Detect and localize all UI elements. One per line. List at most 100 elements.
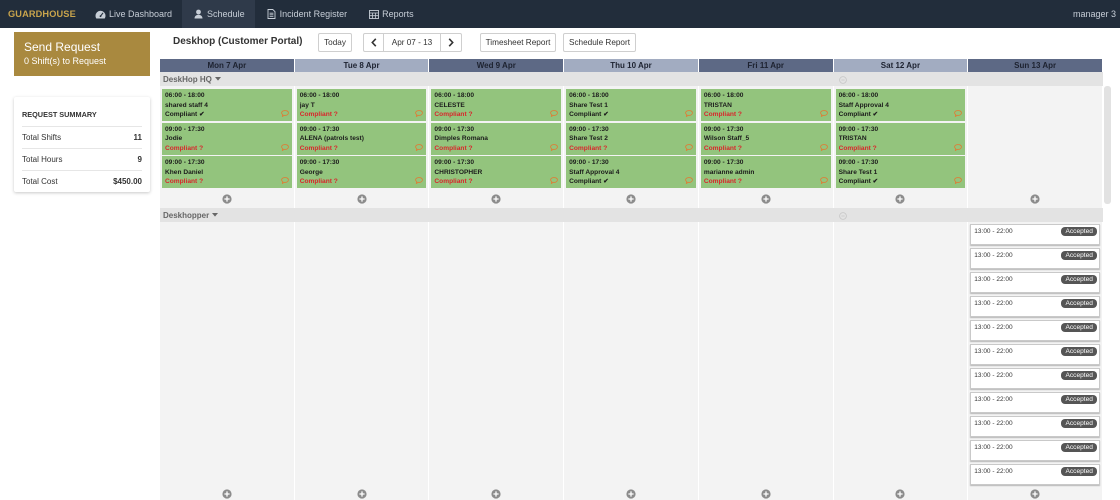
- shift-staff-name: CELESTE: [434, 101, 465, 109]
- request-card[interactable]: 13:00 - 22:00 Accepted: [970, 296, 1100, 317]
- shift-card[interactable]: 06:00 - 18:00 shared staff 4 Compliant ✔: [162, 89, 292, 121]
- accepted-badge: Accepted: [1061, 395, 1097, 404]
- shift-card[interactable]: 06:00 - 18:00 jay T Compliant ?: [296, 89, 427, 121]
- shift-card[interactable]: 09:00 - 17:30 CHRISTOPHER Compliant ?: [431, 156, 562, 188]
- add-shift-button[interactable]: [491, 489, 501, 499]
- summary-value: $450.00: [113, 177, 142, 186]
- comment-icon[interactable]: [819, 110, 828, 117]
- today-button[interactable]: Today: [318, 33, 352, 52]
- request-card[interactable]: 13:00 - 22:00 Accepted: [970, 248, 1100, 269]
- shift-card[interactable]: 09:00 - 17:30 George Compliant ?: [296, 156, 427, 188]
- accepted-badge: Accepted: [1061, 467, 1097, 476]
- send-request-button[interactable]: Send Request 0 Shift(s) to Request: [14, 32, 150, 76]
- add-shift-button[interactable]: [356, 489, 367, 499]
- shift-card[interactable]: 06:00 - 18:00 Share Test 1 Compliant ✔: [566, 89, 696, 121]
- request-card[interactable]: 13:00 - 22:00 Accepted: [970, 224, 1100, 245]
- comment-icon[interactable]: [280, 110, 289, 117]
- group-header[interactable]: Deskhopper: [160, 208, 1103, 222]
- shift-card[interactable]: 06:00 - 18:00 Staff Approval 4 Compliant ✔: [835, 89, 966, 121]
- request-summary-card: REQUEST SUMMARY Total Shifts 11 Total Ho…: [14, 97, 150, 192]
- schedule-report-button[interactable]: Schedule Report: [563, 33, 636, 52]
- day-column: 13:00 - 22:00 Accepted 13:00 - 22:00 Accept…: [968, 222, 1103, 500]
- shift-card[interactable]: 09:00 - 17:30 Staff Approval 4 Compliant ✔: [566, 156, 696, 188]
- shift-card[interactable]: 09:00 - 17:30 Khen Daniel Compliant ?: [162, 156, 292, 188]
- add-shift-button[interactable]: [761, 489, 771, 499]
- shift-card[interactable]: 09:00 - 17:30 Wilson Staff_5 Compliant ?: [700, 122, 831, 155]
- request-card[interactable]: 13:00 - 22:00 Accepted: [970, 440, 1100, 461]
- shift-compliance: Compliant ✔: [569, 111, 609, 118]
- nav-schedule[interactable]: Schedule: [182, 0, 255, 28]
- comment-icon[interactable]: [550, 143, 558, 151]
- accepted-badge: Accepted: [1061, 443, 1097, 452]
- shift-card[interactable]: 09:00 - 17:30 Share Test 2 Compliant ?: [566, 122, 696, 155]
- shift-time: 09:00 - 17:30: [838, 159, 879, 166]
- shift-staff-name: Wilson Staff_5: [703, 135, 750, 142]
- comment-icon[interactable]: [819, 143, 828, 151]
- request-card[interactable]: 13:00 - 22:00 Accepted: [970, 416, 1100, 437]
- comment-icon[interactable]: [280, 177, 289, 184]
- comment-icon[interactable]: [819, 177, 828, 184]
- group-header[interactable]: DeskHop HQ: [160, 72, 1103, 86]
- add-shift-button[interactable]: [222, 489, 232, 499]
- shift-card[interactable]: 06:00 - 18:00 CELESTE Compliant ?: [431, 89, 562, 121]
- add-shift-button[interactable]: [491, 194, 501, 204]
- date-range-button[interactable]: Apr 07 - 13: [383, 33, 441, 52]
- add-shift-button[interactable]: [626, 194, 636, 204]
- shift-card[interactable]: 09:00 - 17:30 ALENA (patrols test) Complia…: [296, 122, 427, 155]
- comment-icon[interactable]: [550, 177, 558, 184]
- comment-icon[interactable]: [954, 177, 963, 184]
- nav-incident-register[interactable]: Incident Register: [255, 0, 358, 28]
- request-card[interactable]: 13:00 - 22:00 Accepted: [970, 272, 1100, 293]
- shift-card[interactable]: 09:00 - 17:30 Share Test 1 Compliant ✔: [835, 156, 966, 188]
- shift-card[interactable]: 09:00 - 17:30 Dimples Romana Compliant ?: [431, 122, 562, 155]
- shift-time: 09:00 - 17:30: [569, 159, 609, 166]
- request-time: 13:00 - 22:00: [974, 300, 1013, 307]
- shift-compliance: Compliant ?: [165, 178, 204, 185]
- comment-icon[interactable]: [415, 177, 424, 184]
- shift-time: 06:00 - 18:00: [299, 92, 340, 99]
- shift-compliance: Compliant ?: [434, 144, 473, 152]
- add-shift-button[interactable]: [895, 489, 906, 499]
- timesheet-report-button[interactable]: Timesheet Report: [480, 33, 556, 52]
- day-column: [294, 222, 430, 500]
- request-card[interactable]: 13:00 - 22:00 Accepted: [970, 344, 1100, 365]
- request-card[interactable]: 13:00 - 22:00 Accepted: [970, 368, 1100, 389]
- comment-icon[interactable]: [280, 143, 289, 151]
- day-column: [698, 222, 834, 500]
- day-column: 06:00 - 18:00 Share Test 1 Compliant ✔ 09:0…: [564, 86, 699, 208]
- shift-card[interactable]: 09:00 - 17:30 Jodie Compliant ?: [162, 122, 292, 155]
- add-shift-button[interactable]: [222, 194, 232, 204]
- add-shift-button[interactable]: [626, 489, 636, 499]
- vertical-scrollbar[interactable]: [1104, 86, 1111, 204]
- add-shift-button[interactable]: [1030, 489, 1040, 499]
- table-icon: [368, 9, 379, 19]
- shift-card[interactable]: 06:00 - 18:00 TRISTAN Compliant ?: [700, 89, 831, 121]
- add-shift-button[interactable]: [761, 194, 771, 204]
- shift-card[interactable]: 09:00 - 17:30 TRISTAN Compliant ?: [835, 122, 966, 155]
- comment-icon[interactable]: [415, 143, 424, 151]
- nav-menu: Live Dashboard Schedule Incident Registe…: [84, 0, 424, 28]
- comment-icon[interactable]: [954, 110, 963, 117]
- nav-live-dashboard[interactable]: Live Dashboard: [84, 0, 182, 28]
- request-card[interactable]: 13:00 - 22:00 Accepted: [970, 392, 1100, 413]
- comment-icon[interactable]: [550, 110, 558, 117]
- comment-icon[interactable]: [685, 143, 693, 151]
- comment-icon[interactable]: [685, 177, 693, 184]
- add-shift-button[interactable]: [356, 194, 367, 204]
- comment-icon[interactable]: [685, 110, 693, 117]
- nav-reports[interactable]: Reports: [357, 0, 424, 28]
- prev-week-button[interactable]: [363, 33, 384, 52]
- next-week-button[interactable]: [440, 33, 462, 52]
- shift-staff-name: Share Test 1: [838, 168, 878, 176]
- shift-compliance: Compliant ?: [703, 111, 742, 118]
- add-shift-button[interactable]: [895, 194, 906, 204]
- comment-icon[interactable]: [954, 143, 963, 151]
- shift-compliance: Compliant ✔: [838, 111, 879, 118]
- request-card[interactable]: 13:00 - 22:00 Accepted: [970, 464, 1100, 485]
- shift-card[interactable]: 09:00 - 17:30 marianne admin Compliant ?: [700, 156, 831, 188]
- app-logo[interactable]: GUARDHOUSE: [8, 9, 76, 19]
- request-card[interactable]: 13:00 - 22:00 Accepted: [970, 320, 1100, 341]
- user-menu[interactable]: manager 3: [1072, 9, 1116, 19]
- comment-icon[interactable]: [415, 110, 424, 117]
- add-shift-button[interactable]: [1030, 194, 1040, 204]
